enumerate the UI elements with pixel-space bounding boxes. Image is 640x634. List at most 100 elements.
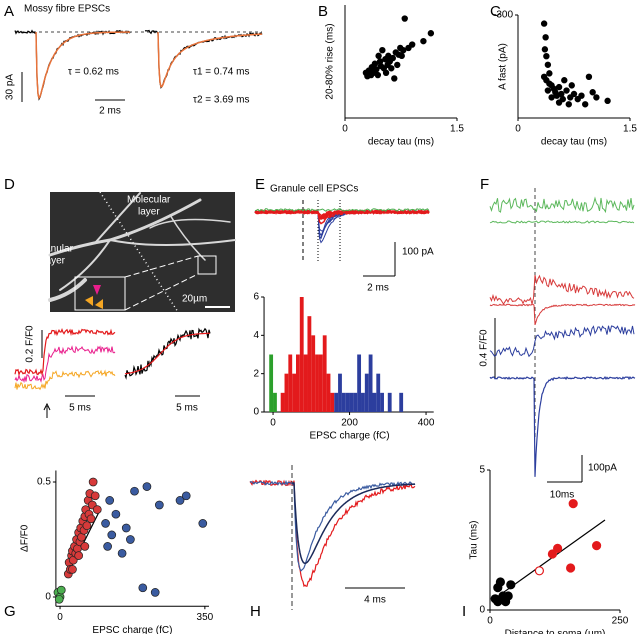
bar: [292, 373, 296, 412]
bar: [315, 354, 319, 412]
point: [534, 566, 545, 576]
scale-label: 100 pA: [402, 247, 434, 258]
point: [559, 95, 567, 103]
x-tick-label: 0: [57, 612, 63, 623]
trace: [249, 479, 416, 588]
bar: [380, 392, 384, 412]
point: [117, 548, 127, 558]
y-tick-label: 0: [253, 407, 259, 418]
y-axis-label: ΔF/F0: [20, 524, 31, 552]
panel-title: Mossy fibre EPSCs: [24, 4, 110, 15]
x-axis-label: EPSC charge (fC): [310, 431, 390, 442]
point: [82, 521, 92, 531]
point: [555, 83, 563, 91]
image-label: Molecular: [127, 195, 171, 206]
point: [56, 585, 66, 595]
point: [105, 496, 115, 505]
y-tick-label: -300: [493, 10, 513, 21]
y-tick-label: 6: [253, 292, 259, 303]
point: [138, 583, 148, 593]
scale-label: 10ms: [550, 490, 574, 501]
point: [198, 519, 208, 528]
annotation: τ2 = 3.69 ms: [193, 95, 249, 106]
y-tick-label: 0.5: [37, 477, 51, 488]
point: [552, 543, 563, 554]
point: [121, 523, 131, 533]
point: [400, 47, 407, 54]
bar: [322, 335, 327, 412]
point: [92, 505, 102, 514]
x-tick-label: 200: [341, 418, 358, 429]
bar: [349, 392, 354, 412]
point: [382, 69, 390, 77]
point: [374, 71, 382, 79]
point: [405, 44, 412, 52]
point: [585, 73, 593, 81]
point: [389, 54, 396, 62]
trace: [14, 369, 116, 391]
bar: [357, 354, 362, 412]
point: [373, 66, 380, 73]
trace: [35, 31, 130, 100]
point: [495, 577, 505, 587]
bar: [376, 373, 381, 412]
panel-label: C: [490, 3, 501, 20]
point: [107, 530, 117, 540]
point: [567, 94, 574, 101]
point: [574, 95, 581, 103]
x-tick-label: 250: [612, 616, 629, 627]
bar: [387, 392, 392, 412]
panel-label: F: [480, 176, 489, 193]
point: [493, 596, 503, 607]
x-tick-label: 350: [197, 612, 214, 623]
x-tick-label: 400: [418, 418, 435, 429]
point: [589, 89, 596, 96]
point: [561, 77, 568, 84]
point: [371, 60, 379, 67]
point: [420, 37, 427, 45]
point: [547, 549, 558, 559]
y-axis-label: A fast (pA): [498, 43, 509, 90]
trace: [489, 375, 636, 477]
bar: [330, 392, 335, 412]
trace: [157, 31, 262, 88]
x-axis-label: EPSC charge (fC): [92, 625, 172, 634]
panel-title: Granule cell EPSCs: [270, 184, 358, 195]
scale-label: 2 ms: [99, 106, 121, 117]
panel-label: E: [255, 176, 265, 193]
point: [175, 496, 185, 505]
point: [570, 90, 578, 98]
x-tick-label: 1.5: [623, 124, 637, 135]
trace: [489, 274, 635, 306]
point: [388, 65, 395, 72]
trace: [124, 332, 210, 375]
panel-label: A: [4, 3, 14, 20]
point: [394, 61, 401, 69]
scale-label: 2 ms: [367, 283, 389, 294]
bar: [368, 354, 373, 412]
scale-label: 20µm: [182, 294, 207, 305]
point: [74, 551, 84, 560]
point: [111, 509, 121, 519]
trace: [254, 208, 430, 212]
zoom-line: [124, 273, 199, 311]
bar: [326, 373, 331, 412]
point: [427, 30, 435, 37]
bar: [361, 392, 365, 412]
point: [126, 535, 135, 544]
y-tick-label: 2: [253, 368, 259, 379]
trace: [124, 327, 211, 380]
trace: [489, 303, 636, 325]
point: [154, 500, 164, 510]
trace: [489, 325, 635, 358]
roi-box: [197, 255, 217, 275]
point: [401, 15, 408, 22]
bar: [364, 373, 369, 412]
point: [88, 477, 98, 487]
marker: [95, 299, 103, 309]
trace: [292, 482, 415, 565]
point: [375, 52, 382, 60]
point: [506, 580, 516, 590]
point: [541, 46, 549, 53]
y-tick-label: 0: [479, 605, 485, 616]
